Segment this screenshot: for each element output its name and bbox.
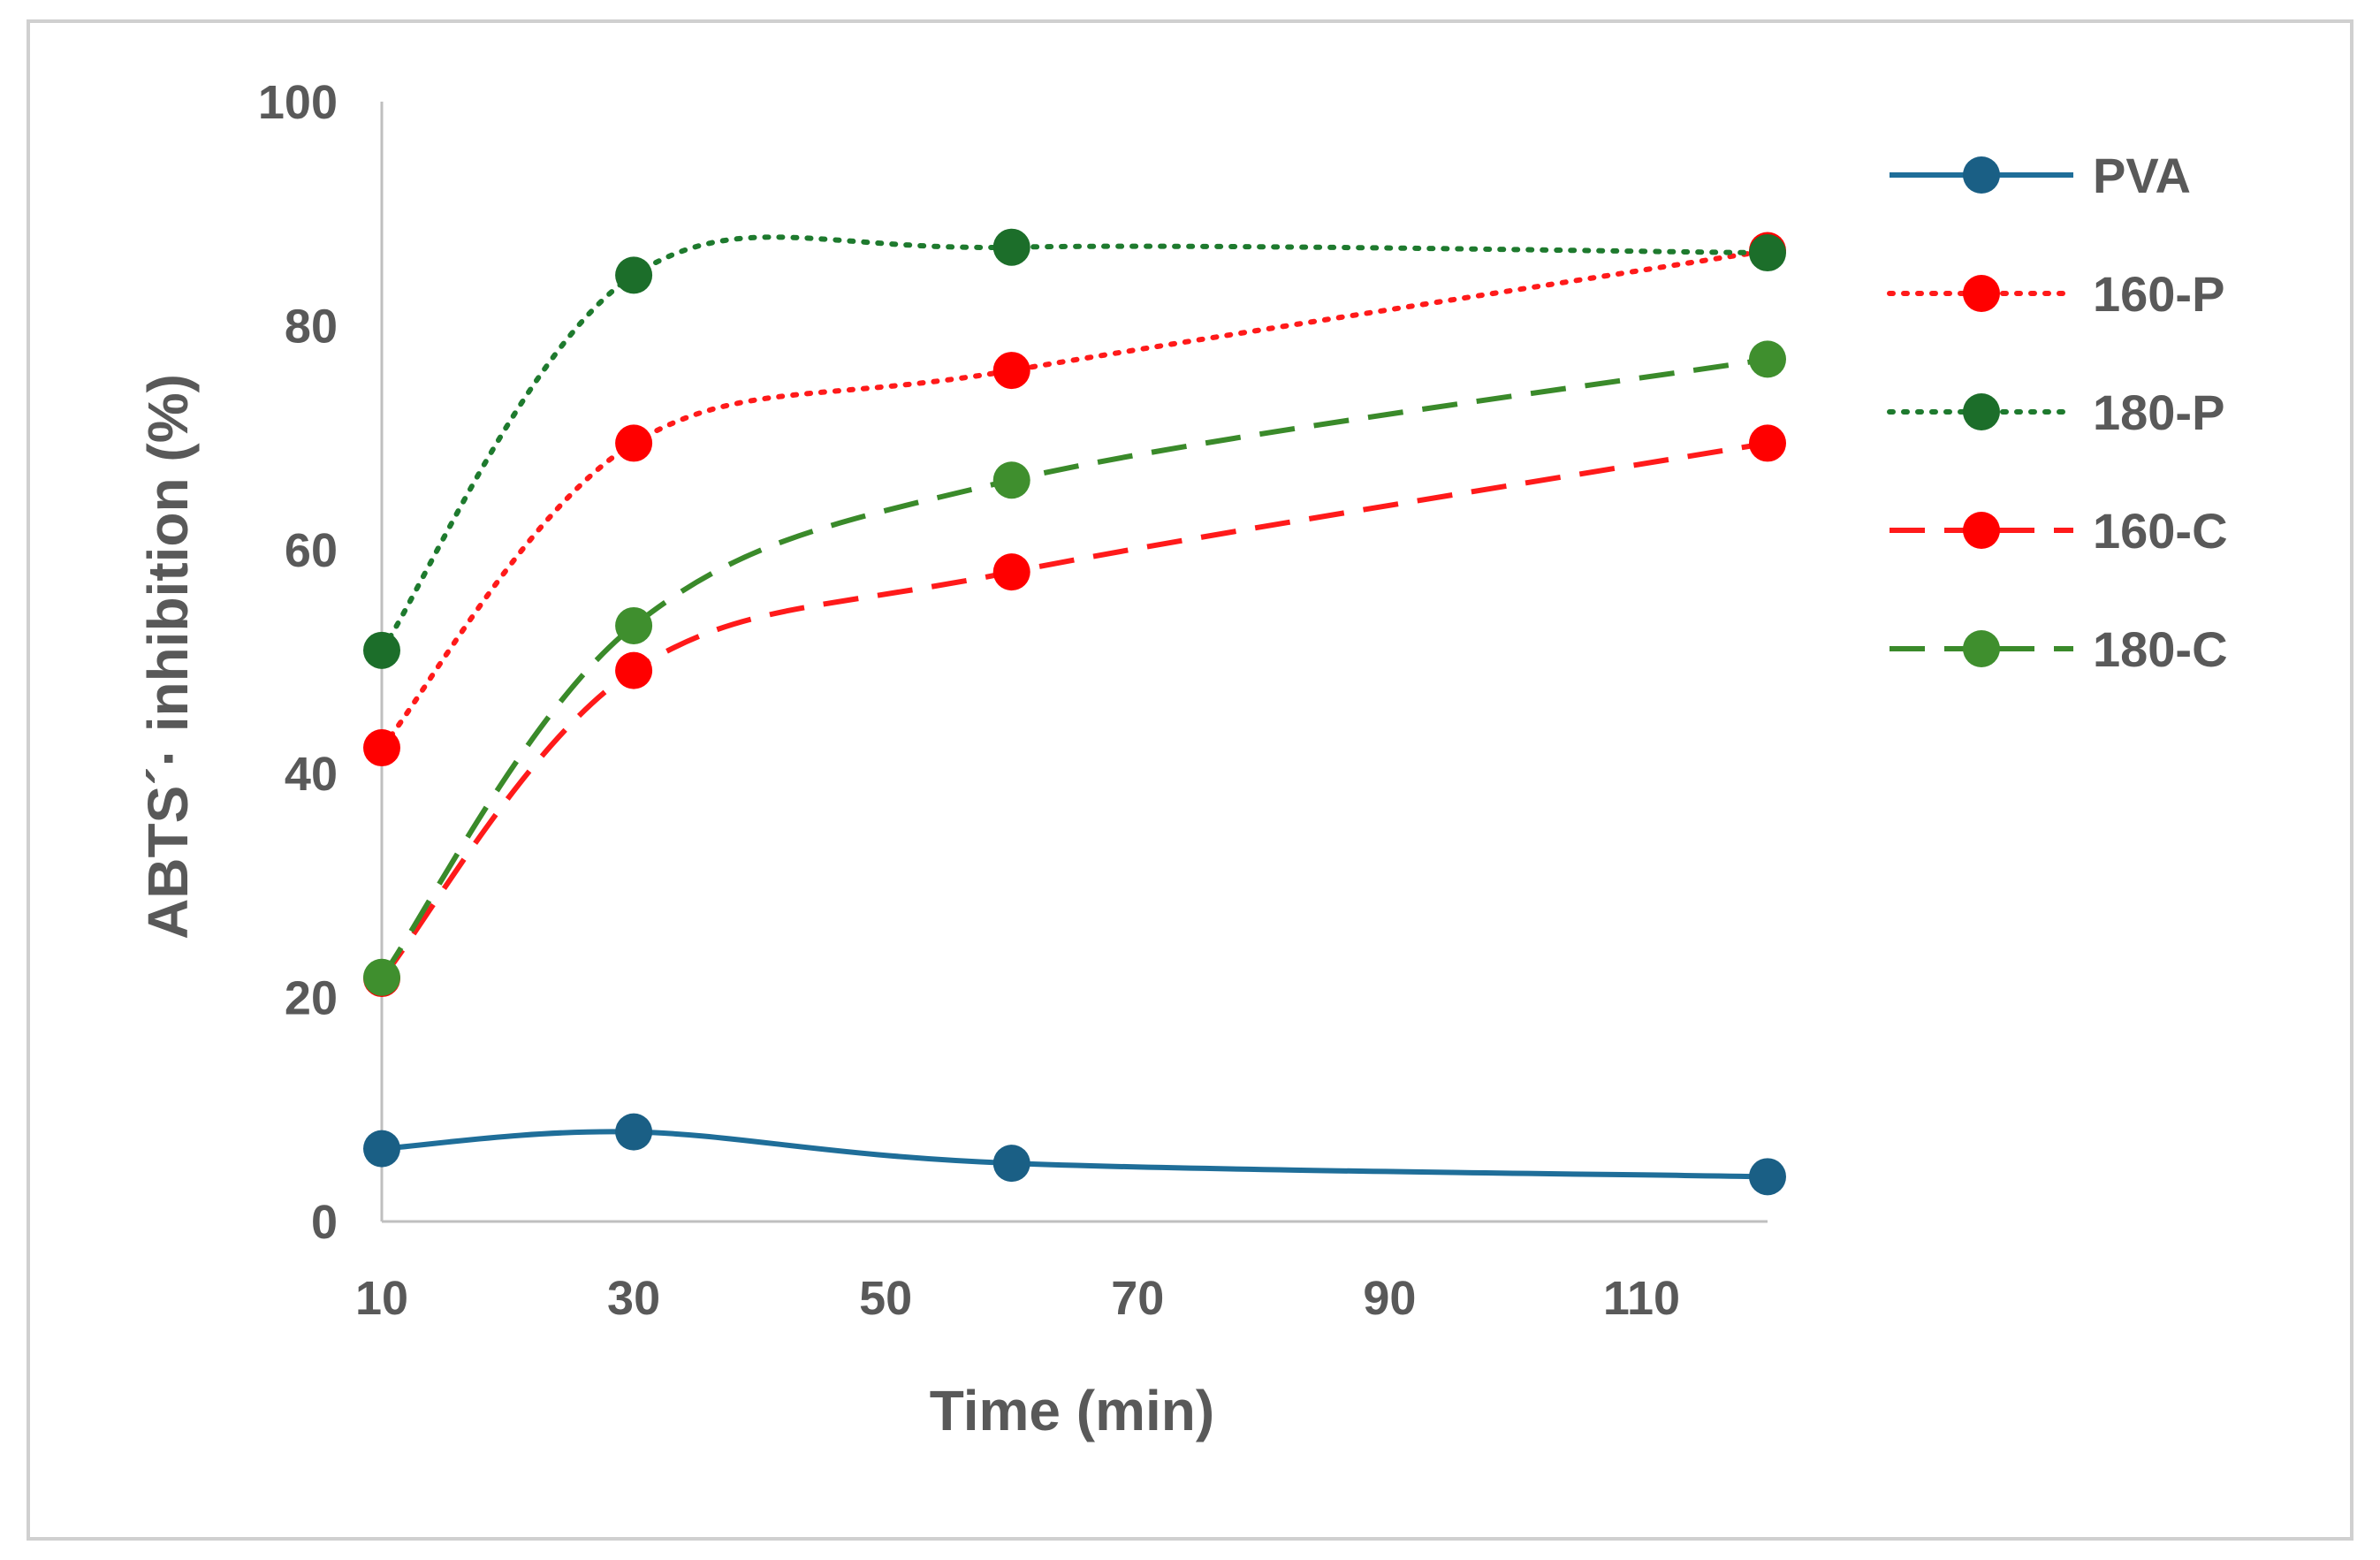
y-tick-label: 60 bbox=[285, 524, 338, 577]
x-tick-label: 110 bbox=[1603, 1272, 1680, 1325]
legend-marker-pva bbox=[1963, 156, 2000, 194]
y-tick-label: 0 bbox=[311, 1196, 338, 1249]
legend-item-160-p: 160-P bbox=[1887, 266, 2224, 322]
data-point-180-p bbox=[615, 256, 653, 294]
legend-marker-180-c bbox=[1963, 630, 2000, 667]
data-point-180-c bbox=[1749, 340, 1786, 378]
legend-item-pva: PVA bbox=[1890, 148, 2191, 203]
legend-marker-160-c bbox=[1963, 512, 2000, 549]
x-tick-label: 10 bbox=[355, 1272, 408, 1325]
axes bbox=[380, 102, 1768, 1223]
y-tick-label: 20 bbox=[285, 972, 338, 1025]
x-tick-label: 90 bbox=[1363, 1272, 1416, 1325]
x-tick-labels: 10 30 50 70 90 110 bbox=[355, 1272, 1680, 1325]
legend-label-180-c: 180-C bbox=[2093, 621, 2228, 677]
legend-marker-180-p bbox=[1963, 393, 2000, 430]
x-tick-label: 70 bbox=[1111, 1272, 1164, 1325]
legend-item-180-p: 180-P bbox=[1887, 384, 2224, 440]
series-group bbox=[363, 228, 1786, 1196]
series-line-160-p bbox=[379, 247, 1770, 751]
data-point-160-p bbox=[992, 352, 1030, 390]
legend-label-pva: PVA bbox=[2093, 148, 2191, 203]
data-point-180-c bbox=[992, 461, 1030, 499]
data-point-pva bbox=[992, 1145, 1030, 1183]
legend: PVA 160-P 180-P 160-C 180-C bbox=[1887, 148, 2228, 677]
data-point-180-c bbox=[615, 606, 653, 644]
chart-frame bbox=[27, 19, 2353, 1541]
legend-item-180-c: 180-C bbox=[1890, 621, 2228, 677]
data-point-pva bbox=[615, 1113, 653, 1151]
x-tick-label: 30 bbox=[607, 1272, 660, 1325]
data-point-180-c bbox=[363, 958, 400, 996]
y-axis-title: ABTS´· inhibition (%) bbox=[136, 374, 200, 940]
data-point-pva bbox=[1749, 1158, 1786, 1196]
x-axis-title: Time (min) bbox=[930, 1379, 1214, 1442]
data-point-180-p bbox=[1749, 234, 1786, 272]
series-160-p bbox=[363, 232, 1786, 767]
data-point-180-p bbox=[992, 228, 1030, 266]
data-point-160-c bbox=[992, 553, 1030, 591]
series-180-c bbox=[363, 340, 1786, 996]
series-160-c bbox=[363, 424, 1786, 998]
x-tick-label: 50 bbox=[859, 1272, 912, 1325]
series-180-p bbox=[363, 228, 1786, 669]
series-line-180-p bbox=[379, 234, 1770, 653]
y-tick-label: 100 bbox=[258, 76, 338, 129]
data-point-180-p bbox=[363, 631, 400, 669]
legend-marker-160-p bbox=[1963, 275, 2000, 312]
y-tick-label: 80 bbox=[285, 300, 338, 353]
legend-item-160-c: 160-C bbox=[1890, 503, 2228, 559]
legend-label-160-c: 160-C bbox=[2093, 503, 2228, 559]
data-point-pva bbox=[363, 1130, 400, 1168]
y-tick-labels: 0 20 40 60 80 100 bbox=[258, 76, 338, 1249]
data-point-160-c bbox=[1749, 424, 1786, 462]
y-tick-label: 40 bbox=[285, 748, 338, 801]
series-line-pva bbox=[381, 1129, 1768, 1180]
legend-label-160-p: 160-P bbox=[2093, 266, 2224, 322]
series-line-160-c bbox=[379, 440, 1768, 980]
data-point-160-c bbox=[615, 651, 653, 689]
data-point-160-p bbox=[363, 729, 400, 767]
data-point-160-p bbox=[615, 424, 653, 462]
series-line-180-c bbox=[379, 356, 1768, 979]
legend-label-180-p: 180-P bbox=[2093, 384, 2224, 440]
series-pva bbox=[363, 1113, 1786, 1196]
